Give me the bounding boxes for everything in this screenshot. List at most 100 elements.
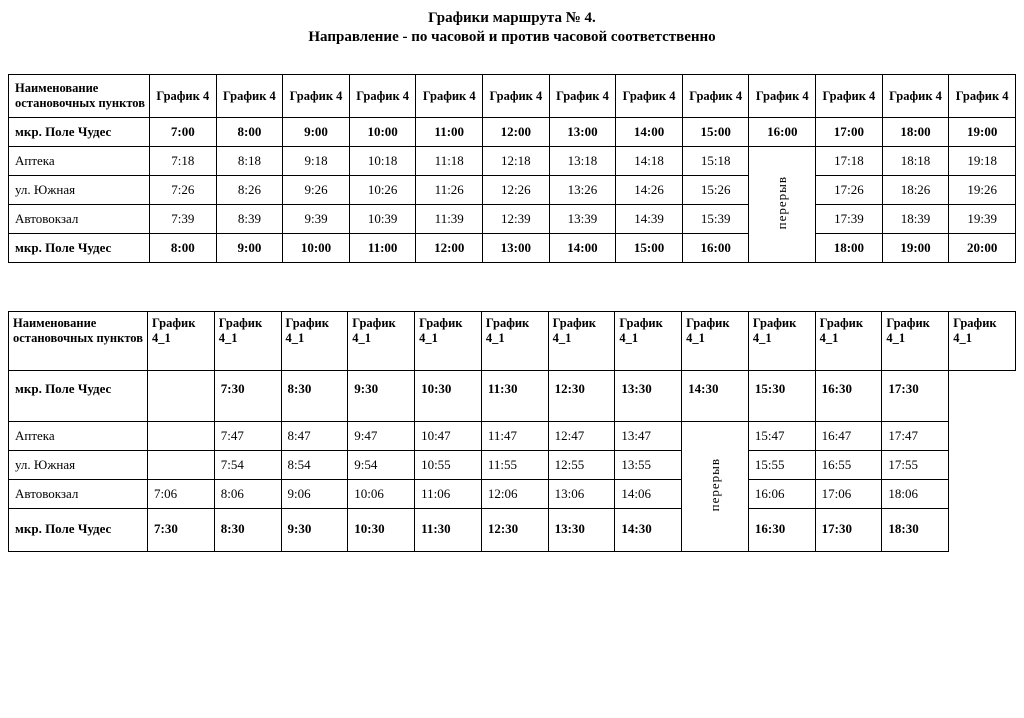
time-cell: 11:39 [416,205,483,234]
col-header-graph: График 4_1 [815,312,882,371]
time-cell: 14:18 [616,147,683,176]
time-cell: 12:18 [483,147,550,176]
stop-name: ул. Южная [9,176,150,205]
time-cell: 10:30 [348,509,415,552]
time-cell: 8:00 [216,118,283,147]
time-cell: 16:30 [748,509,815,552]
time-cell: 17:06 [815,480,882,509]
time-cell: 9:00 [216,234,283,263]
time-cell: 8:54 [281,451,348,480]
time-cell: 13:06 [548,480,615,509]
time-cell: 18:39 [882,205,949,234]
time-cell: 19:00 [882,234,949,263]
time-cell: 8:47 [281,422,348,451]
time-cell: 12:30 [481,509,548,552]
col-header-graph: График 4_1 [682,312,749,371]
time-cell: 18:06 [882,480,949,509]
time-cell: 8:00 [150,234,217,263]
col-header-graph: График 4 [549,75,616,118]
time-cell: 11:26 [416,176,483,205]
time-cell: 18:30 [882,509,949,552]
time-cell: 14:30 [615,509,682,552]
stop-name: мкр. Поле Чудес [9,371,148,422]
time-cell: 9:47 [348,422,415,451]
col-header-graph: График 4_1 [949,312,1016,371]
time-cell: 12:39 [483,205,550,234]
time-cell: 19:00 [949,118,1016,147]
time-cell: 7:39 [150,205,217,234]
time-cell: 12:00 [416,234,483,263]
time-cell: 11:47 [481,422,548,451]
stop-name: мкр. Поле Чудес [9,509,148,552]
time-cell: 19:39 [949,205,1016,234]
col-header-graph: График 4 [816,75,883,118]
schedule-table-1: Наименование остановочных пунктов График … [8,74,1016,263]
time-cell: 15:30 [748,371,815,422]
col-header-stop: Наименование остановочных пунктов [9,75,150,118]
time-cell: 17:39 [816,205,883,234]
time-cell: 17:26 [816,176,883,205]
time-cell: 11:30 [481,371,548,422]
time-cell: 18:00 [882,118,949,147]
time-cell: 14:00 [549,234,616,263]
time-cell [148,371,215,422]
time-cell: 16:00 [682,234,749,263]
time-cell: 9:18 [283,147,350,176]
time-cell: 9:30 [348,371,415,422]
col-header-graph: График 4_1 [548,312,615,371]
time-cell: 12:47 [548,422,615,451]
time-cell: 17:30 [882,371,949,422]
time-cell: 16:06 [748,480,815,509]
time-cell: 16:55 [815,451,882,480]
col-header-graph: График 4 [349,75,416,118]
time-cell: 11:55 [481,451,548,480]
time-cell: 16:47 [815,422,882,451]
time-cell: 18:26 [882,176,949,205]
col-header-graph: График 4 [216,75,283,118]
time-cell: 13:47 [615,422,682,451]
col-header-graph: График 4 [949,75,1016,118]
col-header-graph: График 4 [416,75,483,118]
col-header-graph: График 4_1 [214,312,281,371]
time-cell: 11:00 [416,118,483,147]
time-cell: 10:00 [283,234,350,263]
time-cell: 7:06 [148,480,215,509]
time-cell: 8:18 [216,147,283,176]
time-cell: 17:18 [816,147,883,176]
stop-name: Автовокзал [9,480,148,509]
time-cell: 14:30 [682,371,749,422]
time-cell: 7:00 [150,118,217,147]
time-cell: 10:00 [349,118,416,147]
stop-name: мкр. Поле Чудес [9,234,150,263]
col-header-graph: График 4_1 [348,312,415,371]
stop-name: Аптека [9,147,150,176]
time-cell: 15:00 [616,234,683,263]
time-cell: 13:30 [615,371,682,422]
time-cell: 13:55 [615,451,682,480]
time-cell: 19:26 [949,176,1016,205]
time-cell: 15:26 [682,176,749,205]
time-cell: 15:55 [748,451,815,480]
time-cell: 18:18 [882,147,949,176]
time-cell: 7:30 [148,509,215,552]
time-cell: 20:00 [949,234,1016,263]
time-cell: 17:55 [882,451,949,480]
time-cell: 9:30 [281,509,348,552]
time-cell: 11:06 [415,480,482,509]
col-header-graph: График 4 [682,75,749,118]
time-cell: 10:39 [349,205,416,234]
time-cell: 13:39 [549,205,616,234]
time-cell: 17:30 [815,509,882,552]
col-header-graph: График 4 [616,75,683,118]
time-cell: 12:00 [483,118,550,147]
col-header-graph: График 4 [483,75,550,118]
col-header-graph: График 4 [749,75,816,118]
time-cell: 9:06 [281,480,348,509]
time-cell: 15:47 [748,422,815,451]
time-cell: 13:00 [483,234,550,263]
col-header-graph: График 4_1 [748,312,815,371]
time-cell: 7:30 [214,371,281,422]
time-cell: 14:00 [616,118,683,147]
time-cell: 15:00 [682,118,749,147]
time-cell: 11:30 [415,509,482,552]
